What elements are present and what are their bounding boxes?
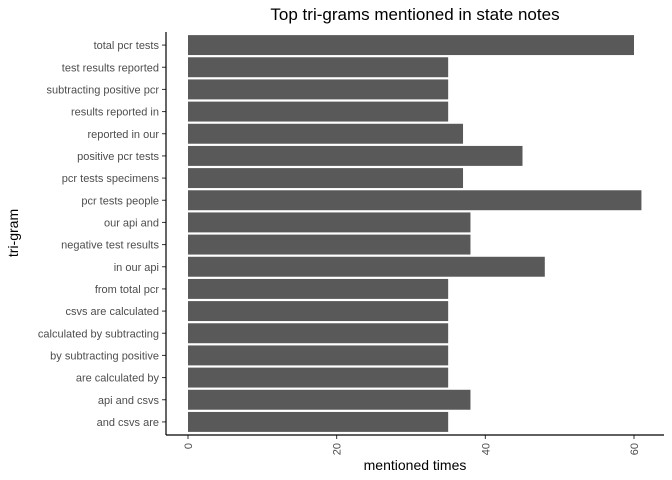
chart-title: Top tri-grams mentioned in state notes <box>270 5 559 24</box>
x-axis: 0 20 40 60 <box>183 435 641 455</box>
y-axis-title: tri-gram <box>5 209 21 257</box>
y-tick-label: csvs are calculated <box>65 306 159 318</box>
bar <box>188 168 464 189</box>
y-tick-label: pcr tests specimens <box>62 173 160 185</box>
y-tick-label: are calculated by <box>76 373 160 385</box>
x-tick-label: 60 <box>629 443 641 455</box>
bar <box>188 278 449 299</box>
bar <box>188 35 634 56</box>
bars-group <box>188 35 642 432</box>
bar <box>188 234 471 255</box>
bar <box>188 79 449 100</box>
y-tick-label: total pcr tests <box>94 40 160 52</box>
x-tick-label: 40 <box>480 443 492 455</box>
bar <box>188 323 449 344</box>
y-tick-label: positive pcr tests <box>77 151 159 163</box>
y-tick-label: test results reported <box>62 62 159 74</box>
bar <box>188 411 449 432</box>
bar <box>188 57 449 78</box>
bar <box>188 256 545 277</box>
bar <box>188 345 449 366</box>
y-tick-label: negative test results <box>61 240 159 252</box>
y-tick-label: by subtracting positive <box>50 350 159 362</box>
bar <box>188 389 471 410</box>
y-tick-label: from total pcr <box>95 284 160 296</box>
y-tick-labels: total pcr tests test results reported subt… <box>38 40 166 429</box>
y-tick-label: calculated by subtracting <box>38 328 159 340</box>
bar <box>188 101 449 122</box>
x-axis-title: mentioned times <box>364 457 467 473</box>
bar <box>188 145 523 166</box>
y-tick-label: and csvs are <box>97 417 159 429</box>
bar <box>188 123 464 144</box>
x-tick-label: 20 <box>332 443 344 455</box>
bar <box>188 367 449 388</box>
y-tick-label: reported in our <box>87 129 159 141</box>
y-tick-label: api and csvs <box>98 395 160 407</box>
bar <box>188 190 642 211</box>
y-tick-label: our api and <box>104 217 159 229</box>
bar <box>188 212 471 233</box>
y-tick-label: subtracting positive pcr <box>47 84 160 96</box>
y-tick-label: in our api <box>114 262 159 274</box>
y-tick-label: results reported in <box>71 107 159 119</box>
y-tick-label: pcr tests people <box>81 195 159 207</box>
x-tick-label: 0 <box>183 443 195 449</box>
bar <box>188 301 449 322</box>
